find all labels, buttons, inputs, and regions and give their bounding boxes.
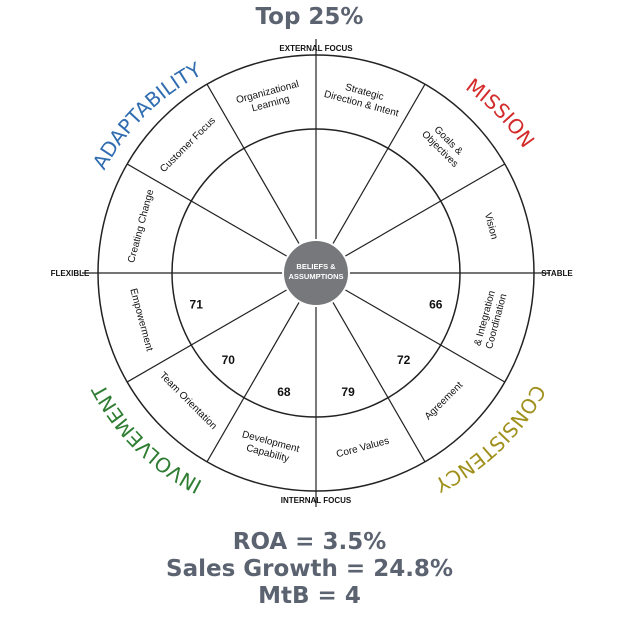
center-label-line1: BELIEFS &: [296, 262, 336, 271]
axis-label-left: FLEXIBLE: [51, 269, 90, 278]
score-empowerment: 71: [190, 297, 204, 311]
score-coordination: 66: [429, 297, 443, 311]
score-creating-change: 63: [190, 233, 204, 247]
axis-label-right: STABLE: [541, 269, 573, 278]
divider-30: [331, 83, 426, 245]
center-label-line2: ASSUMPTIONS: [288, 272, 343, 281]
divider-330: [206, 83, 301, 245]
divider-150: [331, 301, 426, 463]
divider-210: [206, 301, 301, 463]
score-goals: 81: [397, 177, 411, 191]
score-team-orientation: 70: [222, 353, 236, 367]
score-vision: 69: [429, 233, 443, 247]
metrics: ROA = 3.5% Sales Growth = 24.8% MtB = 4: [0, 529, 619, 610]
divider-60: [344, 163, 506, 258]
score-organizational: 71: [277, 145, 291, 159]
score-customer-focus: 61: [222, 177, 236, 191]
dividers: [82, 39, 550, 507]
center-hub: [282, 239, 350, 307]
divider-240: [126, 288, 288, 383]
metric-sales-growth: Sales Growth = 24.8%: [166, 556, 453, 582]
score-agreement: 72: [397, 353, 411, 367]
page-title: Top 25%: [255, 4, 364, 30]
score-strategic: 77: [341, 145, 355, 159]
axis-label-top: EXTERNAL FOCUS: [279, 44, 353, 53]
score-labels: 77 81 69 66 72 79 68 70 71 63 61 71: [190, 145, 443, 399]
score-capability: 68: [277, 385, 291, 399]
metric-roa: ROA = 3.5%: [232, 529, 387, 555]
divider-120: [344, 288, 506, 383]
metric-mtb: MtB = 4: [258, 583, 361, 609]
divider-300: [126, 163, 288, 258]
score-core-values: 79: [341, 385, 355, 399]
axis-label-bottom: INTERNAL FOCUS: [281, 496, 352, 505]
